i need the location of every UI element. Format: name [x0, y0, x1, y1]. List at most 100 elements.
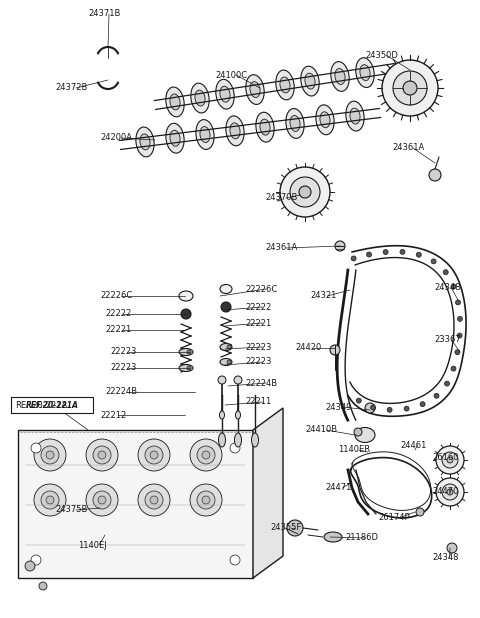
Circle shape [138, 439, 170, 471]
Text: 24461: 24461 [400, 441, 426, 449]
Circle shape [431, 259, 436, 264]
Circle shape [93, 491, 111, 509]
Text: 24348: 24348 [432, 554, 458, 562]
Circle shape [41, 491, 59, 509]
Text: REF.20-221A: REF.20-221A [25, 400, 78, 410]
Text: 22222: 22222 [245, 302, 271, 311]
Ellipse shape [355, 428, 375, 442]
Circle shape [429, 169, 441, 181]
Circle shape [46, 451, 54, 459]
Circle shape [145, 446, 163, 464]
Ellipse shape [236, 411, 240, 419]
Ellipse shape [290, 116, 300, 132]
Ellipse shape [234, 376, 242, 384]
Ellipse shape [230, 123, 240, 139]
Ellipse shape [196, 120, 214, 150]
Circle shape [145, 491, 163, 509]
Circle shape [442, 452, 458, 468]
Ellipse shape [256, 112, 274, 142]
Circle shape [187, 350, 191, 354]
Circle shape [420, 402, 425, 407]
Text: 24370B: 24370B [265, 193, 298, 203]
Text: 24361A: 24361A [392, 143, 424, 153]
Text: 22224B: 22224B [245, 378, 277, 387]
Ellipse shape [166, 124, 184, 153]
Text: 24321: 24321 [310, 292, 336, 300]
Circle shape [230, 443, 240, 453]
Circle shape [416, 252, 421, 257]
Circle shape [354, 428, 362, 436]
Circle shape [443, 269, 448, 274]
Ellipse shape [350, 108, 360, 124]
Circle shape [451, 366, 456, 371]
Ellipse shape [218, 376, 226, 384]
Text: 24471: 24471 [325, 483, 351, 493]
Ellipse shape [246, 75, 264, 104]
Circle shape [287, 520, 303, 536]
Circle shape [31, 555, 41, 565]
Ellipse shape [200, 127, 210, 143]
Circle shape [25, 561, 35, 571]
Circle shape [299, 186, 311, 198]
Circle shape [221, 302, 231, 312]
Text: 22221: 22221 [105, 326, 131, 334]
Text: 24470: 24470 [432, 488, 458, 496]
Circle shape [387, 407, 392, 412]
Text: 22212: 22212 [100, 410, 126, 420]
Text: 22223: 22223 [245, 357, 271, 366]
Circle shape [436, 446, 464, 474]
Circle shape [150, 451, 158, 459]
Text: 22223: 22223 [245, 342, 271, 352]
Circle shape [150, 496, 158, 504]
Ellipse shape [276, 70, 294, 100]
Circle shape [416, 508, 424, 516]
Circle shape [382, 60, 438, 116]
Text: 1140EJ: 1140EJ [78, 541, 107, 549]
Circle shape [400, 250, 405, 255]
Circle shape [31, 443, 41, 453]
Circle shape [187, 366, 191, 370]
Ellipse shape [140, 134, 150, 150]
Ellipse shape [346, 101, 364, 131]
Circle shape [86, 484, 118, 516]
Text: 23367: 23367 [434, 336, 461, 344]
Ellipse shape [305, 73, 315, 89]
Circle shape [434, 393, 439, 398]
Text: 1140ER: 1140ER [338, 446, 370, 454]
Ellipse shape [136, 127, 154, 157]
Text: 22226C: 22226C [100, 292, 132, 300]
Text: REF.20-221A: REF.20-221A [15, 400, 67, 410]
Circle shape [457, 316, 462, 321]
Ellipse shape [286, 109, 304, 138]
Text: 22221: 22221 [245, 318, 271, 328]
Circle shape [335, 241, 345, 251]
Circle shape [34, 484, 66, 516]
Ellipse shape [220, 87, 230, 102]
Ellipse shape [179, 349, 193, 355]
Circle shape [365, 403, 375, 413]
Ellipse shape [170, 94, 180, 110]
Ellipse shape [191, 83, 209, 113]
Ellipse shape [316, 105, 334, 135]
Text: 24375B: 24375B [55, 506, 87, 515]
Circle shape [436, 478, 464, 506]
Circle shape [98, 496, 106, 504]
Circle shape [447, 489, 453, 495]
Circle shape [404, 406, 409, 411]
Circle shape [227, 360, 231, 364]
Circle shape [456, 300, 460, 305]
Ellipse shape [360, 65, 370, 80]
Ellipse shape [356, 57, 374, 88]
Circle shape [330, 345, 340, 355]
FancyBboxPatch shape [11, 397, 93, 413]
Circle shape [202, 451, 210, 459]
Ellipse shape [331, 62, 349, 91]
Circle shape [457, 333, 462, 338]
Circle shape [197, 446, 215, 464]
Circle shape [98, 451, 106, 459]
Text: 22226C: 22226C [245, 284, 277, 294]
Circle shape [197, 491, 215, 509]
Ellipse shape [220, 358, 232, 365]
Circle shape [190, 439, 222, 471]
Text: 24361A: 24361A [265, 243, 297, 253]
